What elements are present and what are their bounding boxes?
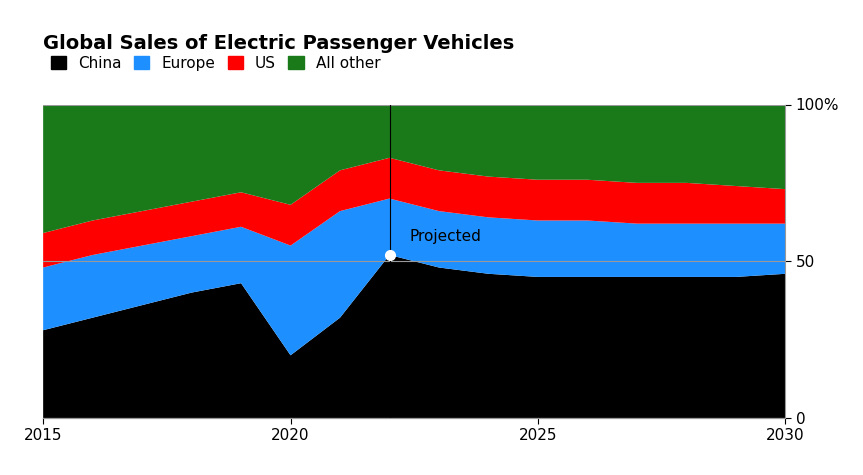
Text: Global Sales of Electric Passenger Vehicles: Global Sales of Electric Passenger Vehic… <box>43 34 514 53</box>
Text: Projected: Projected <box>409 228 482 244</box>
Legend: China, Europe, US, All other: China, Europe, US, All other <box>51 56 381 71</box>
